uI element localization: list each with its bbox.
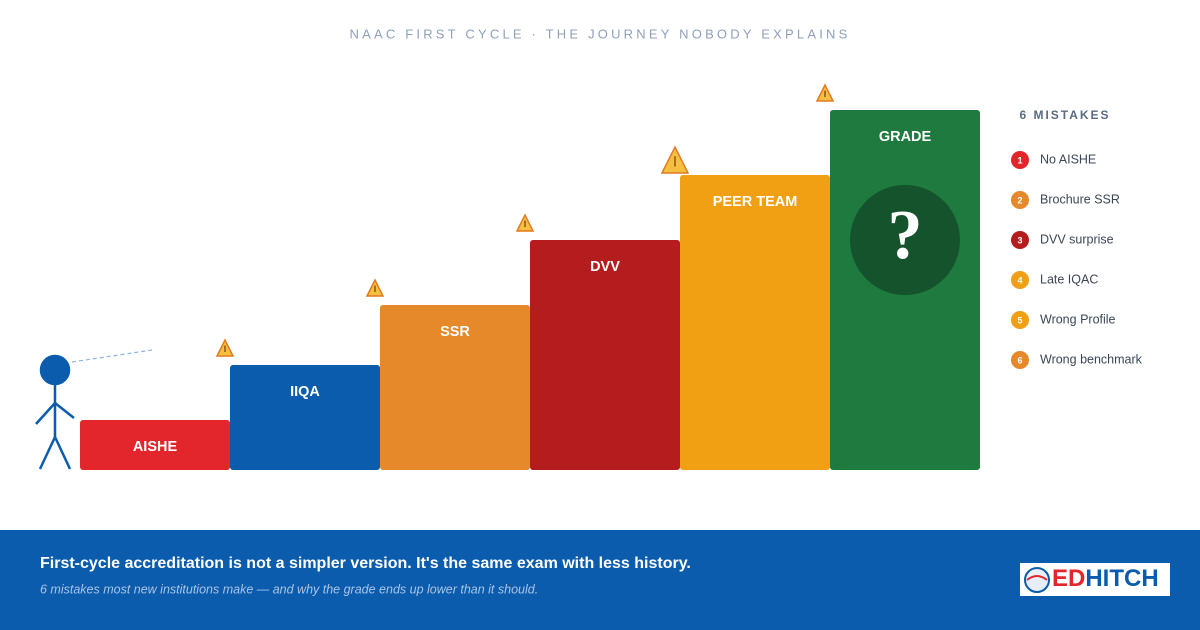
step	[230, 365, 380, 470]
mistake-number: 1	[1017, 155, 1022, 165]
step-label: AISHE	[133, 439, 178, 455]
mistakes-list: 1 No AISHE 2 Brochure SSR 3 DVV surprise 4 Late…	[1011, 151, 1143, 369]
mistake-number: 2	[1017, 195, 1022, 205]
step-label: IIQA	[290, 384, 320, 400]
step	[380, 305, 530, 470]
grade-circle	[850, 185, 960, 295]
step	[680, 175, 830, 470]
mistake-badge	[1011, 311, 1029, 329]
logo-part2: HITCH	[1085, 565, 1158, 592]
footer-headline: First-cycle accreditation is not a simpl…	[40, 555, 691, 572]
step-label: DVV	[590, 259, 620, 275]
mistakes-title: 6 MISTAKES	[1019, 108, 1110, 122]
footer-subline: 6 mistakes most new institutions make — …	[40, 582, 538, 596]
footer-band	[0, 530, 1200, 630]
step	[80, 420, 230, 470]
page-title: NAAC FIRST CYCLE · THE JOURNEY NOBODY EX…	[350, 26, 851, 41]
mistake-label: Wrong Profile	[1040, 312, 1116, 326]
mistake-badge	[1011, 151, 1029, 169]
mistake-label: Late IQAC	[1040, 272, 1098, 286]
mistake-label: No AISHE	[1040, 152, 1096, 166]
mistake-badge	[1011, 351, 1029, 369]
stick-figure	[35, 349, 153, 470]
mistake-badge	[1011, 231, 1029, 249]
mistake-badge	[1011, 271, 1029, 289]
mistake-label: DVV surprise	[1040, 232, 1114, 246]
logo-part1: ED	[1052, 565, 1085, 592]
mistake-label: Brochure SSR	[1040, 192, 1120, 206]
mistake-label: Wrong benchmark	[1040, 352, 1143, 366]
steps: AISHE IIQA SSR DVV PEER TEAM GRADE?	[80, 83, 980, 470]
mistake-number: 3	[1017, 235, 1022, 245]
logo-text: EDHITCH	[1052, 565, 1159, 592]
mistake-number: 4	[1017, 275, 1022, 285]
step	[530, 240, 680, 470]
step-label: GRADE	[879, 129, 932, 145]
mistake-number: 6	[1017, 355, 1022, 365]
grade-symbol: ?	[888, 197, 923, 274]
logo: EDHITCH	[1020, 563, 1170, 596]
mistake-number: 5	[1017, 315, 1022, 325]
step-label: PEER TEAM	[713, 194, 798, 210]
mistake-badge	[1011, 191, 1029, 209]
step-label: SSR	[440, 324, 470, 340]
